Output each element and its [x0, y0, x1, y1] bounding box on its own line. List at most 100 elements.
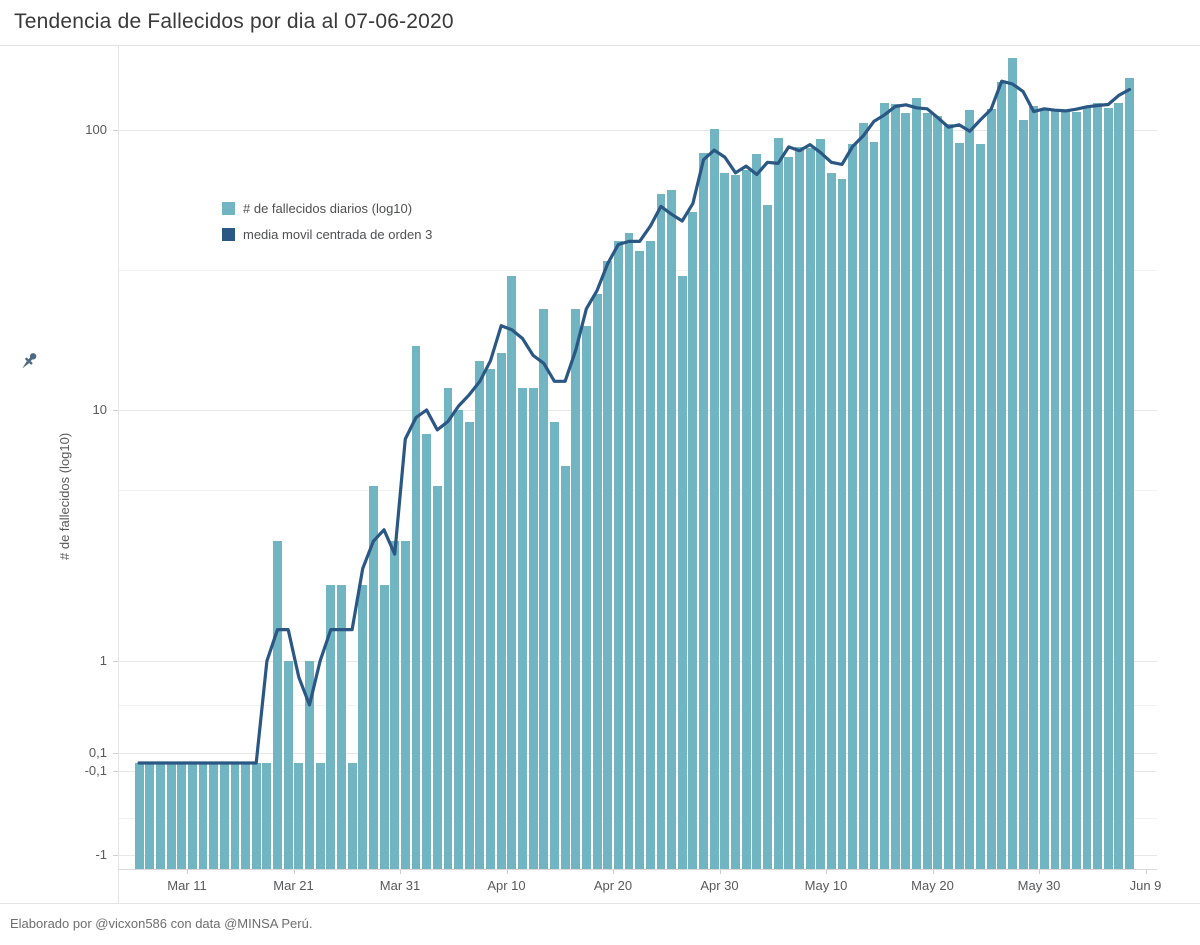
bar[interactable] [624, 232, 634, 869]
bar[interactable] [741, 169, 751, 869]
bar[interactable] [326, 585, 336, 869]
bar[interactable] [496, 352, 506, 869]
bar[interactable] [826, 173, 836, 869]
bar[interactable] [603, 261, 613, 869]
bar[interactable] [1007, 57, 1017, 869]
bar[interactable] [337, 585, 346, 869]
bar[interactable] [347, 763, 357, 869]
bar[interactable] [411, 345, 421, 869]
bar[interactable] [251, 763, 261, 869]
bar[interactable] [1093, 102, 1103, 869]
bar[interactable] [390, 541, 400, 869]
bar[interactable] [305, 661, 314, 869]
bar[interactable] [837, 178, 847, 869]
bar[interactable] [358, 585, 368, 869]
bar[interactable] [539, 308, 549, 869]
bar[interactable] [443, 387, 453, 869]
bar[interactable] [901, 113, 911, 869]
bar[interactable] [752, 154, 762, 869]
legend-item-bars[interactable]: # de fallecidos diarios (log10) [222, 201, 432, 216]
bar[interactable] [155, 763, 165, 869]
bar[interactable] [283, 661, 293, 869]
bar[interactable] [400, 541, 410, 869]
bar[interactable] [315, 763, 325, 869]
bar[interactable] [230, 763, 240, 869]
bar[interactable] [794, 146, 804, 869]
bar[interactable] [486, 369, 496, 869]
bar[interactable] [933, 116, 943, 869]
bar[interactable] [379, 585, 389, 869]
bar[interactable] [262, 763, 272, 869]
bar[interactable] [560, 465, 570, 869]
bar[interactable] [858, 122, 868, 869]
bar[interactable] [720, 173, 730, 869]
bar[interactable] [613, 241, 623, 869]
bar[interactable] [528, 387, 538, 869]
bar[interactable] [688, 211, 698, 869]
bar[interactable] [198, 763, 208, 869]
bar[interactable] [518, 387, 527, 869]
bar[interactable] [986, 108, 996, 869]
bar[interactable] [581, 325, 591, 869]
bar[interactable] [134, 763, 144, 869]
bar[interactable] [592, 293, 602, 869]
bar[interactable] [464, 421, 474, 869]
bar[interactable] [1071, 112, 1081, 869]
bar[interactable] [869, 141, 879, 869]
bar[interactable] [880, 102, 890, 869]
bar[interactable] [1103, 107, 1113, 869]
bar[interactable] [475, 360, 485, 869]
bar[interactable] [1050, 110, 1060, 869]
bar[interactable] [145, 763, 155, 869]
bar[interactable] [805, 148, 815, 869]
bar[interactable] [550, 421, 559, 869]
bar[interactable] [848, 144, 858, 869]
bar[interactable] [667, 190, 677, 869]
pin-icon[interactable] [17, 351, 39, 373]
bar[interactable] [219, 763, 229, 869]
legend-item-line[interactable]: media movil centrada de orden 3 [222, 227, 432, 242]
bar[interactable] [1029, 105, 1039, 869]
bar[interactable] [571, 308, 581, 869]
bar[interactable] [816, 138, 826, 869]
bar[interactable] [645, 241, 655, 869]
bar[interactable] [209, 763, 219, 869]
bar[interactable] [635, 250, 645, 869]
trend-line[interactable] [137, 79, 1132, 765]
bar[interactable] [1061, 109, 1071, 869]
bar[interactable] [177, 763, 187, 869]
bar[interactable] [294, 763, 304, 869]
bar[interactable] [954, 142, 964, 869]
bar[interactable] [1125, 77, 1135, 869]
bar[interactable] [912, 98, 922, 869]
x-tick-mark [293, 869, 295, 874]
bar[interactable] [944, 124, 953, 869]
bar[interactable] [432, 485, 442, 869]
bar[interactable] [273, 541, 283, 869]
x-tick-label: Mar 31 [379, 878, 421, 893]
bar[interactable] [709, 128, 719, 869]
bar[interactable] [1039, 109, 1049, 869]
bar[interactable] [241, 763, 251, 869]
bar[interactable] [1114, 102, 1124, 869]
bar[interactable] [997, 82, 1007, 869]
bar[interactable] [763, 204, 772, 869]
bar[interactable] [677, 276, 687, 869]
bar[interactable] [699, 152, 709, 869]
bar[interactable] [507, 276, 517, 869]
bar[interactable] [454, 410, 464, 869]
bar[interactable] [656, 194, 666, 869]
bar[interactable] [166, 763, 176, 869]
bar[interactable] [187, 763, 197, 869]
bar[interactable] [965, 109, 975, 869]
bar[interactable] [731, 175, 740, 869]
bar[interactable] [1082, 105, 1092, 869]
bar[interactable] [422, 434, 432, 869]
bar[interactable] [773, 137, 783, 869]
bar[interactable] [922, 113, 932, 869]
bar[interactable] [976, 144, 985, 869]
bar[interactable] [784, 157, 794, 869]
bar[interactable] [1018, 119, 1028, 869]
bar[interactable] [890, 103, 900, 869]
bar[interactable] [368, 485, 378, 869]
